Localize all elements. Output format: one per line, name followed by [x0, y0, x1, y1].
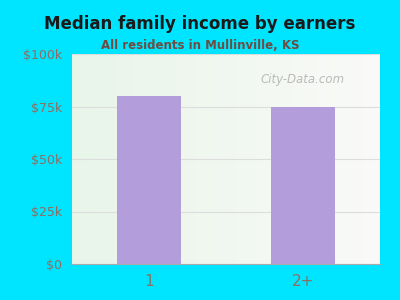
Text: Median family income by earners: Median family income by earners	[44, 15, 356, 33]
Text: All residents in Mullinville, KS: All residents in Mullinville, KS	[101, 39, 299, 52]
Bar	[117, 96, 181, 264]
Text: City-Data.com: City-Data.com	[261, 73, 345, 86]
Bar	[271, 106, 335, 264]
